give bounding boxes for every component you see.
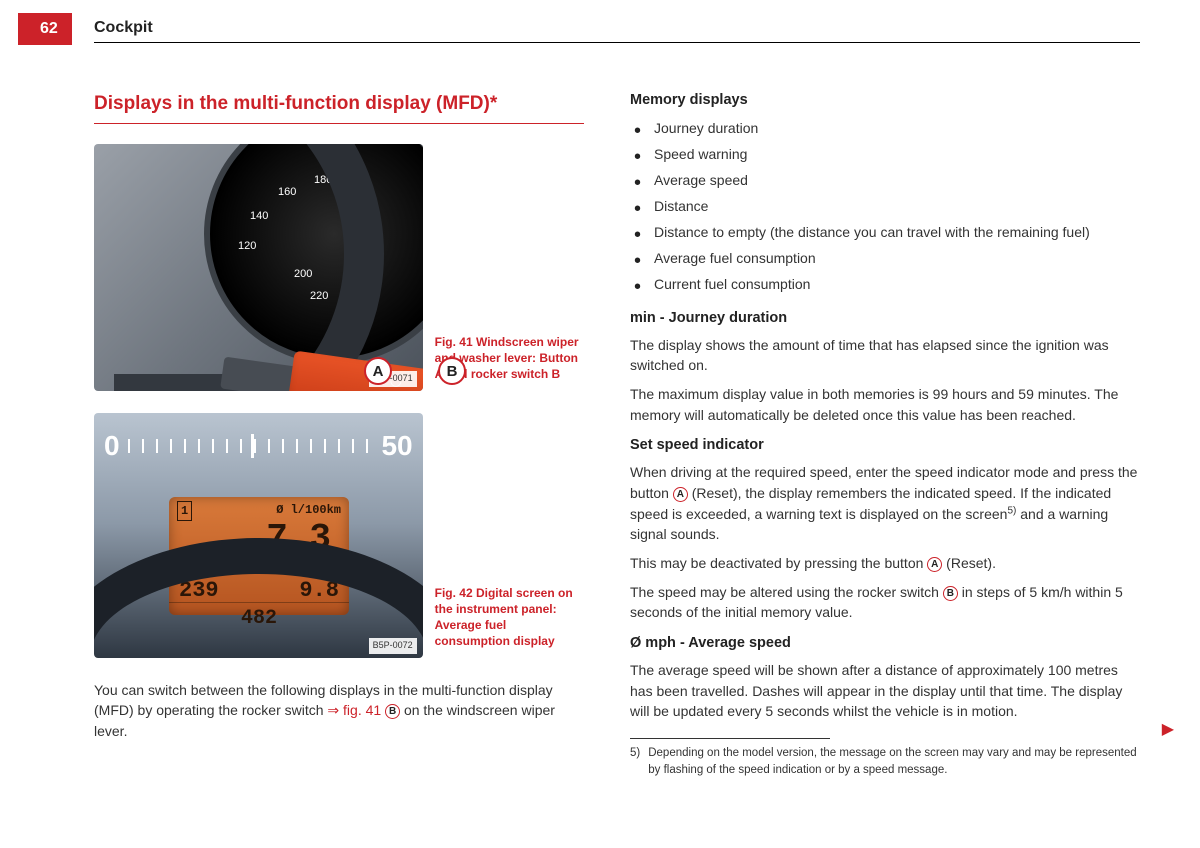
speed-p2: This may be deactivated by pressing the … <box>630 553 1140 574</box>
journey-heading: min - Journey duration <box>630 308 1140 330</box>
journey-p2: The maximum display value in both memori… <box>630 384 1140 425</box>
badge-b: B <box>943 586 958 601</box>
header-rule <box>94 42 1140 43</box>
list-item: Distance <box>630 194 1140 220</box>
speed-p3: The speed may be altered using the rocke… <box>630 582 1140 623</box>
list-item: Distance to empty (the distance you can … <box>630 220 1140 246</box>
right-column: Memory displays Journey duration Speed w… <box>630 90 1140 780</box>
scale-ticks <box>128 439 374 453</box>
figure-41-image: 120 140 160 180 200 220 ◡ ✦ OK Reset B5P… <box>94 144 423 391</box>
list-item: Journey duration <box>630 116 1140 142</box>
footnote-rule <box>630 738 830 739</box>
scale-right: 50 <box>381 425 412 467</box>
figure-41-block: 120 140 160 180 200 220 ◡ ✦ OK Reset B5P… <box>94 144 584 391</box>
list-item: Current fuel consumption <box>630 272 1140 298</box>
continue-arrow-icon: ▶ <box>1162 718 1174 742</box>
figure-42-caption: Fig. 42 Digital screen on the instrument… <box>435 585 584 658</box>
speed-heading: Set speed indicator <box>630 435 1140 457</box>
text: This may be deactivated by pressing the … <box>630 555 927 571</box>
journey-p1: The display shows the amount of time tha… <box>630 335 1140 376</box>
section-heading: Displays in the multi-function display (… <box>94 90 584 124</box>
speed-p1: When driving at the required speed, ente… <box>630 462 1140 545</box>
chapter-title: Cockpit <box>94 16 153 40</box>
footnote: 5) Depending on the model version, the m… <box>630 745 1140 780</box>
intro-paragraph: You can switch between the following dis… <box>94 680 584 742</box>
badge-b: B <box>385 704 400 719</box>
lcd-mode: 1 <box>177 501 192 521</box>
page-number-tab: 62 <box>18 13 72 45</box>
badge-a: A <box>673 487 688 502</box>
footnote-number: 5) <box>630 745 640 780</box>
figure-42-block: 0 50 1 Ø l/100km 7.3 km trip 239 9.8 48 <box>94 413 584 658</box>
callout-b: B <box>438 357 466 385</box>
list-item: Average speed <box>630 168 1140 194</box>
left-column: Displays in the multi-function display (… <box>94 90 584 750</box>
avg-heading: Ø mph - Average speed <box>630 633 1140 655</box>
figure-code: B5P-0072 <box>369 638 417 654</box>
text: (Reset). <box>942 555 996 571</box>
avg-p: The average speed will be shown after a … <box>630 660 1140 722</box>
badge-a: A <box>927 557 942 572</box>
fig-ref: ⇒ fig. 41 <box>327 702 381 718</box>
callout-a: A <box>364 357 392 385</box>
figure-42-image: 0 50 1 Ø l/100km 7.3 km trip 239 9.8 48 <box>94 413 423 658</box>
steering-wheel <box>94 144 384 391</box>
list-item: Average fuel consumption <box>630 246 1140 272</box>
scale-left: 0 <box>104 425 120 467</box>
memory-heading: Memory displays <box>630 90 1140 112</box>
list-item: Speed warning <box>630 142 1140 168</box>
text: The speed may be altered using the rocke… <box>630 584 943 600</box>
memory-list: Journey duration Speed warning Average s… <box>630 116 1140 298</box>
footnote-text: Depending on the model version, the mess… <box>648 745 1140 780</box>
top-scale: 0 50 <box>104 431 413 461</box>
